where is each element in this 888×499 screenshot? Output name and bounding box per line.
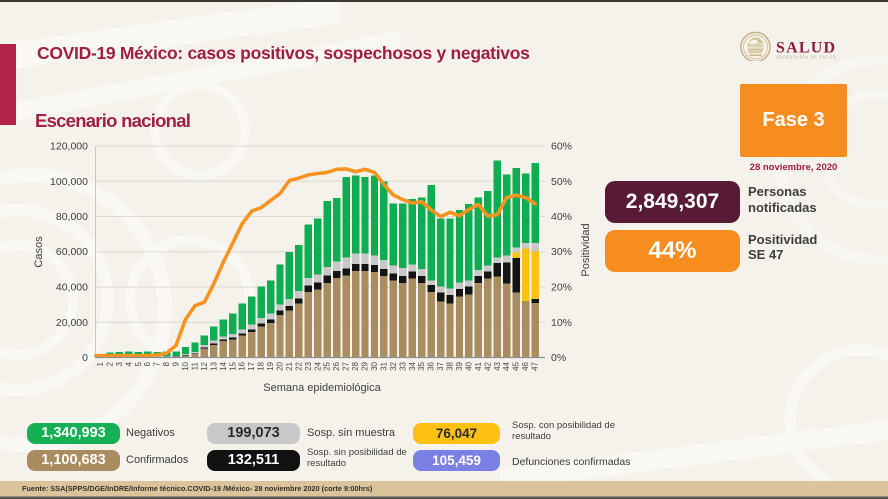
svg-text:20%: 20%: [551, 282, 572, 294]
svg-text:32: 32: [389, 361, 398, 370]
svg-text:38: 38: [446, 361, 455, 370]
svg-text:35: 35: [417, 361, 426, 370]
svg-text:20,000: 20,000: [56, 317, 88, 329]
svg-text:9: 9: [172, 361, 181, 366]
svg-text:13: 13: [209, 361, 218, 370]
svg-text:17: 17: [247, 361, 256, 370]
svg-text:80,000: 80,000: [56, 211, 88, 223]
svg-text:41: 41: [474, 361, 483, 370]
svg-text:36: 36: [427, 361, 436, 370]
svg-text:40%: 40%: [551, 211, 572, 223]
svg-text:30: 30: [370, 361, 379, 370]
svg-text:34: 34: [408, 361, 417, 370]
svg-text:1: 1: [96, 361, 105, 366]
svg-text:47: 47: [531, 361, 540, 370]
svg-text:100,000: 100,000: [50, 176, 88, 188]
svg-text:50%: 50%: [551, 176, 572, 188]
svg-text:120,000: 120,000: [50, 141, 88, 153]
svg-text:12: 12: [200, 361, 209, 370]
svg-text:14: 14: [219, 361, 228, 370]
svg-text:3: 3: [115, 361, 124, 366]
svg-text:5: 5: [134, 361, 143, 366]
svg-text:16: 16: [238, 361, 247, 370]
svg-text:20: 20: [276, 361, 285, 370]
svg-text:19: 19: [266, 361, 275, 370]
svg-text:Positividad: Positividad: [580, 223, 592, 276]
svg-text:0: 0: [82, 352, 88, 364]
svg-text:10%: 10%: [551, 317, 572, 329]
svg-text:25: 25: [323, 361, 332, 370]
svg-text:33: 33: [398, 361, 407, 370]
svg-text:Semana epidemiológica: Semana epidemiológica: [263, 382, 381, 394]
svg-text:30%: 30%: [551, 246, 572, 258]
svg-text:15: 15: [228, 361, 237, 370]
svg-text:60,000: 60,000: [56, 246, 88, 258]
svg-text:27: 27: [342, 361, 351, 370]
svg-text:SECRETARÍA DE SALUD: SECRETARÍA DE SALUD: [777, 55, 837, 60]
svg-text:29: 29: [361, 361, 370, 370]
svg-text:60%: 60%: [551, 141, 572, 153]
svg-text:18: 18: [257, 361, 266, 370]
svg-text:21: 21: [285, 361, 294, 370]
svg-text:26: 26: [332, 361, 341, 370]
svg-text:45: 45: [512, 361, 521, 370]
svg-text:37: 37: [436, 361, 445, 370]
svg-text:24: 24: [313, 361, 322, 370]
svg-text:23: 23: [304, 361, 313, 370]
svg-text:31: 31: [379, 361, 388, 370]
svg-text:Casos: Casos: [33, 236, 45, 268]
svg-text:8: 8: [162, 361, 171, 366]
svg-text:22: 22: [294, 361, 303, 370]
svg-text:43: 43: [493, 361, 502, 370]
svg-text:44: 44: [502, 361, 511, 370]
svg-text:SALUD: SALUD: [776, 40, 836, 57]
svg-text:28: 28: [351, 361, 360, 370]
svg-text:6: 6: [143, 361, 152, 366]
svg-text:40,000: 40,000: [56, 282, 88, 294]
svg-text:7: 7: [153, 361, 162, 366]
svg-text:4: 4: [124, 361, 133, 366]
svg-text:11: 11: [191, 361, 200, 370]
svg-text:0%: 0%: [551, 352, 566, 364]
svg-text:2: 2: [105, 361, 114, 366]
svg-text:42: 42: [483, 361, 492, 370]
svg-text:46: 46: [521, 361, 530, 370]
svg-text:39: 39: [455, 361, 464, 370]
svg-text:10: 10: [181, 361, 190, 370]
svg-text:40: 40: [464, 361, 473, 370]
